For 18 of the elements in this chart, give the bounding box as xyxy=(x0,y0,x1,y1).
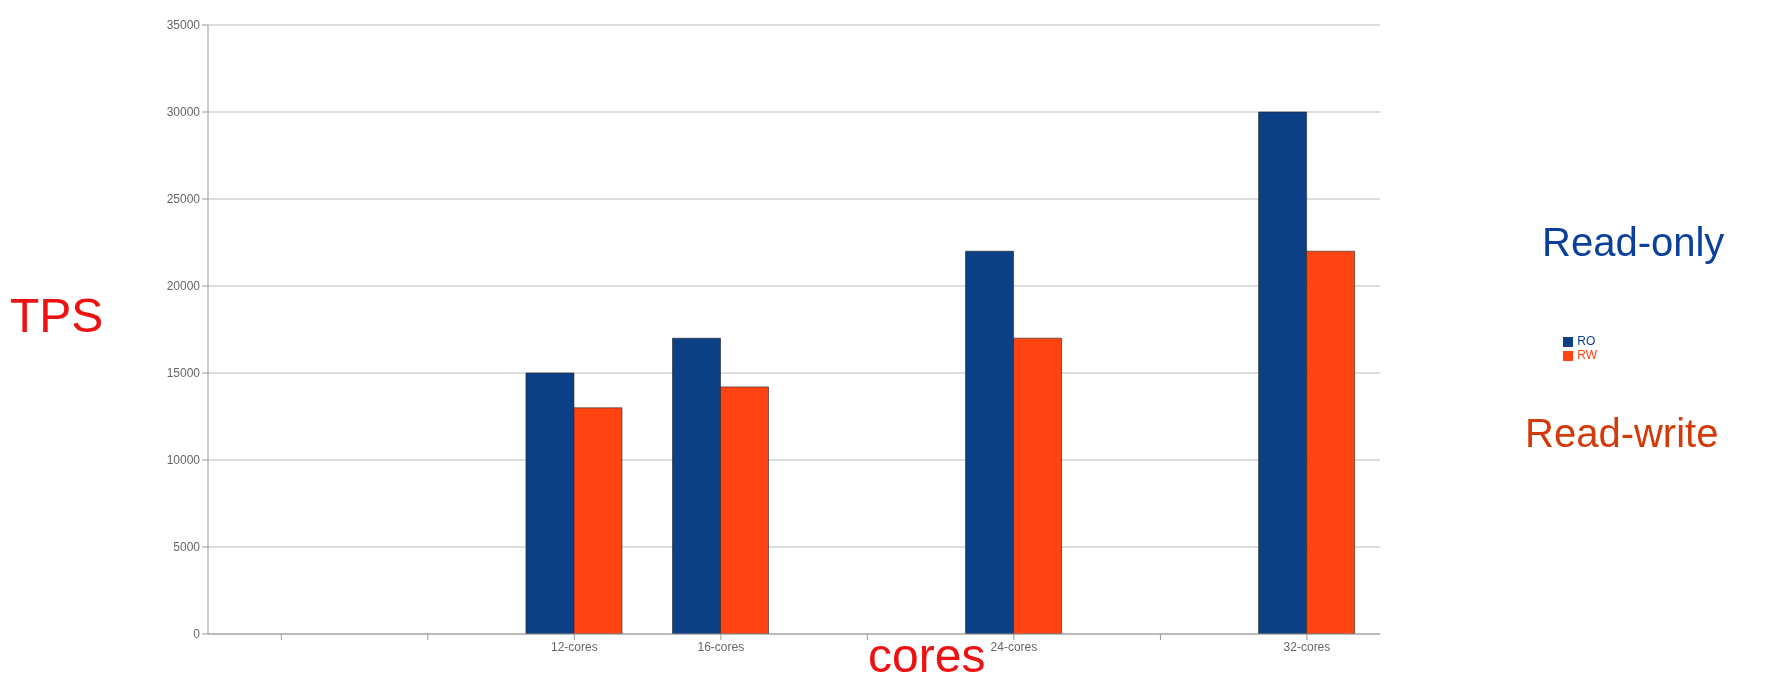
x-tick-label: 12-cores xyxy=(550,639,598,654)
y-tick-label: 0 xyxy=(193,627,201,642)
y-tick-label: 20000 xyxy=(166,279,201,294)
legend-label: RO xyxy=(1577,334,1596,348)
y-tick-label: 25000 xyxy=(166,192,201,207)
text: Read-write xyxy=(1525,411,1719,456)
y-tick-label: 15000 xyxy=(166,366,201,381)
x-tick-label: 24-cores xyxy=(990,639,1038,654)
legend-label: RW xyxy=(1577,348,1597,362)
y-axis-title: TPS xyxy=(10,288,104,343)
y-tick-label: 35000 xyxy=(166,18,201,33)
x-axis-title: cores xyxy=(868,628,986,683)
x-tick-label: 32-cores xyxy=(1283,639,1331,654)
y-tick-label: 5000 xyxy=(173,540,201,555)
x-tick-label: 16-cores xyxy=(697,639,745,654)
text: Read-only xyxy=(1542,220,1725,265)
y-tick-label: 30000 xyxy=(166,105,201,120)
y-tick-label: 10000 xyxy=(166,453,201,468)
